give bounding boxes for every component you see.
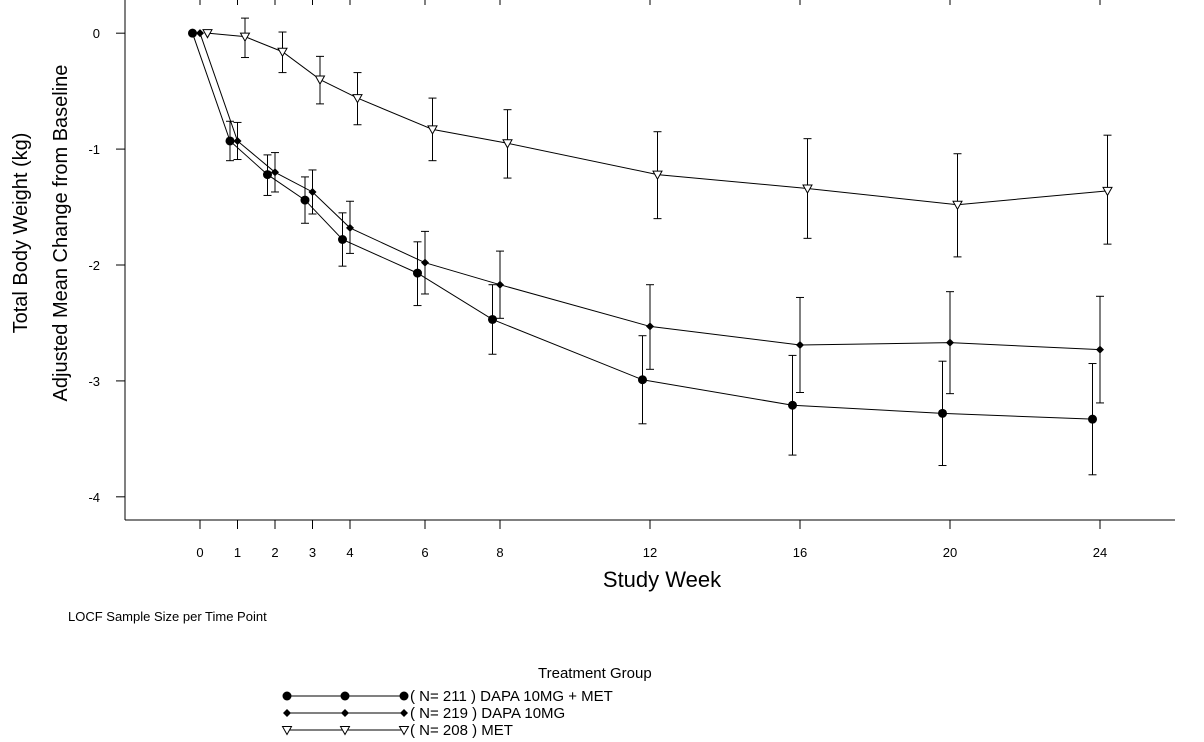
- x-tick-label: 12: [643, 545, 657, 560]
- point-marker: [300, 195, 310, 205]
- point-marker: [352, 94, 363, 104]
- point-marker: [488, 314, 497, 324]
- point-marker: [202, 29, 213, 39]
- point-marker: [952, 200, 963, 211]
- y-axis-title-line1: Total Body Weight (kg): [10, 133, 32, 334]
- point-marker: [346, 223, 354, 232]
- legend-label: ( N= 211 ) DAPA 10MG + MET: [410, 688, 613, 705]
- legend-item-1: ( N= 219 ) DAPA 10MG: [283, 705, 565, 722]
- point-marker: [413, 268, 422, 278]
- legend-item-2: ( N= 208 ) MET: [281, 722, 513, 739]
- point-marker: [421, 258, 429, 267]
- point-marker: [399, 691, 409, 701]
- x-tick-label: 24: [1093, 545, 1107, 560]
- point-marker: [339, 726, 351, 736]
- point-marker: [427, 125, 438, 135]
- point-marker: [1088, 414, 1097, 424]
- point-marker: [502, 139, 513, 149]
- y-tick-label: -2: [88, 258, 100, 273]
- point-marker: [225, 136, 235, 146]
- y-tick-label: 0: [93, 26, 100, 41]
- legend-label: ( N= 208 ) MET: [410, 722, 513, 739]
- point-marker: [400, 709, 408, 717]
- point-marker: [281, 726, 293, 736]
- x-tick-label: 20: [943, 545, 957, 560]
- y-axis: 0 -1 -2 -3 -4: [88, 26, 125, 505]
- x-tick-label: 2: [271, 545, 278, 560]
- point-marker: [646, 322, 654, 331]
- point-marker: [277, 47, 288, 58]
- point-marker: [282, 691, 292, 701]
- x-tick-label: 0: [196, 545, 203, 560]
- point-marker: [283, 709, 291, 717]
- sample-size-footnote: LOCF Sample Size per Time Point: [68, 609, 267, 624]
- x-tick-label: 6: [421, 545, 428, 560]
- point-marker: [271, 168, 279, 177]
- x-tick-label: 16: [793, 545, 807, 560]
- point-marker: [652, 170, 663, 181]
- y-tick-label: -1: [88, 142, 100, 157]
- point-marker: [788, 400, 797, 410]
- legend-label: ( N= 219 ) DAPA 10MG: [410, 705, 565, 722]
- legend: Treatment Group ( N= 211 ) DAPA 10MG + M…: [281, 665, 652, 739]
- point-marker: [263, 170, 272, 180]
- point-marker: [196, 29, 204, 38]
- point-marker: [796, 340, 804, 349]
- legend-title: Treatment Group: [538, 665, 652, 682]
- point-marker: [398, 726, 410, 736]
- y-axis-title-line2: Adjusted Mean Change from Baseline: [50, 65, 72, 402]
- series-1: [196, 29, 1104, 404]
- point-marker: [1096, 345, 1104, 354]
- point-marker: [188, 28, 197, 38]
- point-marker: [638, 375, 647, 385]
- x-axis-title: Study Week: [603, 567, 722, 592]
- point-marker: [338, 235, 347, 244]
- point-marker: [946, 338, 954, 347]
- x-tick-label: 4: [346, 545, 353, 560]
- x-tick-label: 1: [234, 545, 241, 560]
- series-0: [188, 28, 1097, 476]
- series-2: [202, 17, 1113, 258]
- point-marker: [341, 709, 349, 717]
- point-marker: [239, 32, 251, 43]
- point-marker: [308, 187, 317, 196]
- point-marker: [802, 184, 813, 195]
- x-tick-label: 3: [309, 545, 316, 560]
- point-marker: [340, 691, 350, 701]
- y-tick-label: -4: [88, 490, 100, 505]
- point-marker: [938, 408, 947, 418]
- point-marker: [496, 280, 504, 289]
- x-tick-label: 8: [496, 545, 503, 560]
- plot-frame: [124, 0, 1175, 521]
- point-marker: [1102, 186, 1113, 197]
- series-area: [188, 17, 1113, 476]
- point-marker: [233, 136, 242, 145]
- x-axis: 0 1 2 3 4 6 8 12 16 20 24: [196, 0, 1107, 560]
- point-marker: [314, 75, 326, 86]
- y-tick-label: -3: [88, 374, 100, 389]
- legend-item-0: ( N= 211 ) DAPA 10MG + MET: [282, 688, 613, 705]
